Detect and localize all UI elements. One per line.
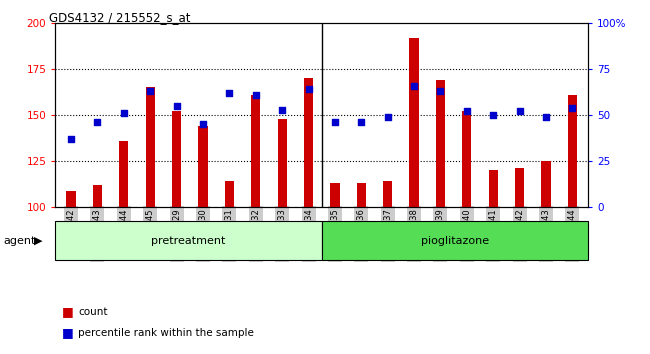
Point	[66, 136, 76, 142]
Point	[541, 114, 551, 120]
Bar	[436, 80, 445, 207]
Bar	[568, 95, 577, 207]
Point	[277, 107, 287, 112]
Point	[330, 120, 340, 125]
Point	[145, 88, 155, 94]
Point	[382, 114, 393, 120]
Text: agent: agent	[3, 236, 36, 246]
Bar	[304, 78, 313, 207]
Bar	[146, 87, 155, 207]
Text: pioglitazone: pioglitazone	[421, 236, 489, 246]
Point	[92, 120, 103, 125]
Point	[356, 120, 367, 125]
Point	[462, 109, 472, 114]
Bar	[119, 141, 129, 207]
Point	[436, 88, 446, 94]
Bar	[278, 119, 287, 207]
Text: GDS4132 / 215552_s_at: GDS4132 / 215552_s_at	[49, 11, 190, 24]
Bar	[489, 170, 498, 207]
Point	[304, 86, 314, 92]
Bar	[541, 161, 551, 207]
Text: percentile rank within the sample: percentile rank within the sample	[78, 328, 254, 338]
Bar	[251, 95, 261, 207]
Text: ▶: ▶	[34, 236, 42, 246]
Text: ■: ■	[62, 326, 73, 339]
Bar	[198, 126, 207, 207]
Point	[172, 103, 182, 109]
Text: count: count	[78, 307, 107, 316]
Bar	[357, 183, 366, 207]
Bar	[322, 221, 588, 260]
Text: ■: ■	[62, 305, 73, 318]
Bar	[462, 112, 471, 207]
Point	[567, 105, 578, 110]
Bar	[410, 38, 419, 207]
Point	[409, 83, 419, 88]
Bar	[330, 183, 339, 207]
Bar	[66, 190, 75, 207]
Point	[251, 92, 261, 98]
Point	[119, 110, 129, 116]
Text: pretreatment: pretreatment	[151, 236, 226, 246]
Bar	[172, 112, 181, 207]
Bar	[383, 181, 393, 207]
Point	[198, 121, 208, 127]
Bar	[55, 221, 322, 260]
Point	[488, 112, 499, 118]
Point	[224, 90, 235, 96]
Bar	[225, 181, 234, 207]
Bar	[515, 169, 525, 207]
Bar	[93, 185, 102, 207]
Point	[514, 109, 525, 114]
